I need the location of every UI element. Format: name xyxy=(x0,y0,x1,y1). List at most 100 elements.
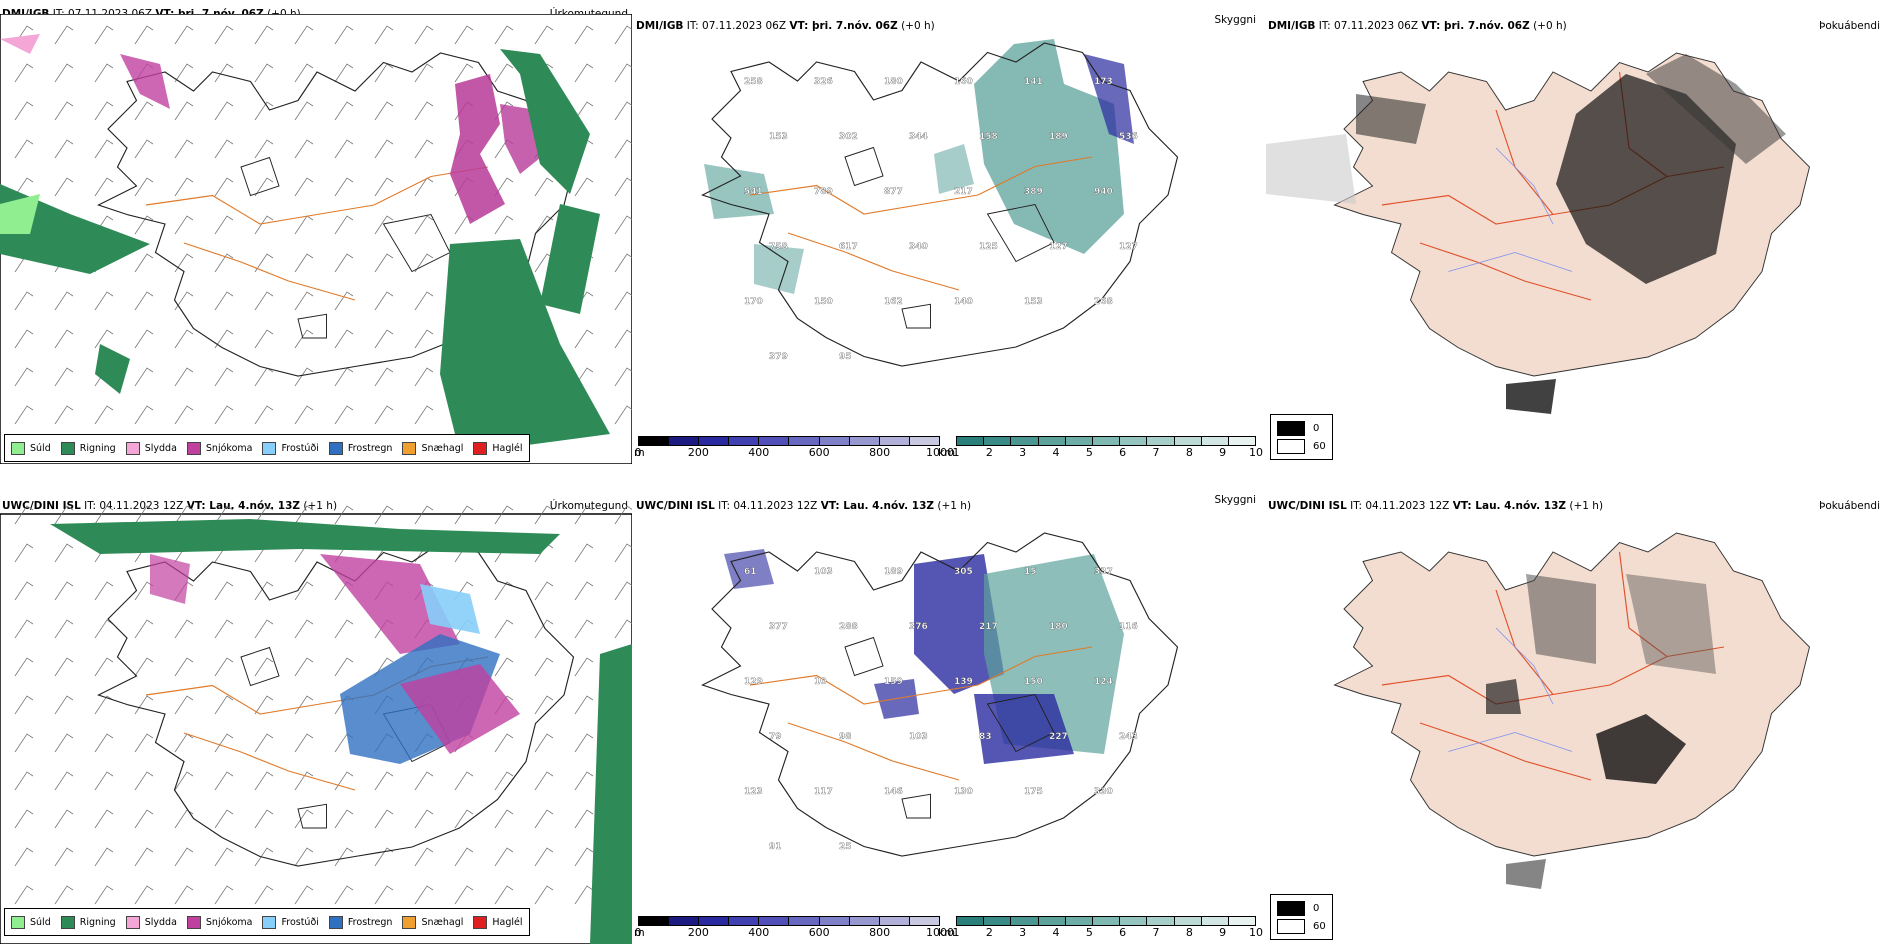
wind-barb xyxy=(534,505,554,525)
legend-swatch xyxy=(186,915,201,929)
colorbar-cell xyxy=(1011,917,1039,925)
legend-item-slydda: Slydda xyxy=(125,441,177,455)
legend-label: Súld xyxy=(30,442,51,454)
colorbar-cell xyxy=(1201,917,1229,925)
wind-barb xyxy=(174,771,194,791)
wind-barb xyxy=(14,63,34,83)
wind-barb xyxy=(54,367,74,387)
colorbar-cell xyxy=(957,437,985,445)
wind-barb xyxy=(454,25,474,45)
fog-header-bottom: UWC/DINI ISL IT: 04.11.2023 12Z VT: Lau.… xyxy=(1268,500,1604,512)
wind-barb xyxy=(294,25,314,45)
colorbar-cell xyxy=(1011,437,1039,445)
cbar-km-unit: km xyxy=(938,926,956,939)
colorbar-cell xyxy=(1147,917,1175,925)
wind-barb xyxy=(334,885,354,905)
colorbar-cell xyxy=(957,917,985,925)
wind-barb xyxy=(534,733,554,753)
wind-barb xyxy=(614,139,632,159)
wind-barb xyxy=(54,25,74,45)
wind-barb xyxy=(214,885,234,905)
cloud-base-label: 123 xyxy=(744,787,763,797)
wind-barb xyxy=(534,771,554,791)
colorbar-tick-label: 1000 xyxy=(926,446,954,459)
wind-barb xyxy=(54,177,74,197)
precip-title-bottom: Úrkomutegund xyxy=(549,500,628,512)
cloud-base-label: 150 xyxy=(1024,677,1043,687)
wind-barb xyxy=(14,733,34,753)
colorbar-tick-label: 800 xyxy=(869,926,891,939)
wind-barb xyxy=(574,25,594,45)
wind-barb xyxy=(174,367,194,387)
wind-barb xyxy=(494,177,514,197)
cbar-m-unit: m xyxy=(634,926,645,939)
colorbar-cell xyxy=(849,917,880,925)
wind-barb xyxy=(334,771,354,791)
wind-barb xyxy=(454,885,474,905)
wind-barb xyxy=(134,809,154,829)
wind-barb xyxy=(374,291,394,311)
wind-barb xyxy=(214,657,234,677)
legend-label: Súld xyxy=(30,916,51,928)
wind-barb xyxy=(134,885,154,905)
cloud-base-label: 536 xyxy=(1119,132,1138,142)
wind-barb xyxy=(494,505,514,525)
wind-barb xyxy=(414,101,434,121)
legend-item-snæhagl: Snæhagl xyxy=(402,915,463,929)
colorbar-cell xyxy=(639,917,670,925)
wind-barb xyxy=(254,253,274,273)
wind-barb xyxy=(134,733,154,753)
wind-barb xyxy=(94,177,114,197)
colorbar-tick-label: 600 xyxy=(808,446,830,459)
wind-barb xyxy=(334,329,354,349)
legend-swatch xyxy=(60,915,75,929)
wind-barb xyxy=(14,177,34,197)
cloud-base-label: 217 xyxy=(954,187,973,197)
wind-barb xyxy=(14,695,34,715)
legend-label: Slydda xyxy=(144,916,177,928)
wind-barb xyxy=(334,253,354,273)
wind-barb xyxy=(454,771,474,791)
wind-barb xyxy=(14,505,34,525)
wind-barb xyxy=(294,619,314,639)
legend-item-slydda: Slydda xyxy=(125,915,177,929)
colorbar-m-bottom: 0 200 400 600 800 1000 xyxy=(635,916,954,940)
wind-barb xyxy=(134,771,154,791)
wind-barb xyxy=(94,139,114,159)
wind-barb xyxy=(534,657,554,677)
legend-item-haglél: Haglél xyxy=(473,915,523,929)
cloud-base-label: 124 xyxy=(1094,677,1113,687)
wind-barb xyxy=(54,771,74,791)
wind-barb xyxy=(94,63,114,83)
colorbar-cell xyxy=(984,917,1012,925)
cloud-header-top: DMI/IGB IT: 07.11.2023 06Z VT: þri. 7.nó… xyxy=(636,20,935,32)
wind-barb xyxy=(334,505,354,525)
wind-barb xyxy=(414,809,434,829)
wind-barb xyxy=(294,367,314,387)
wind-barb xyxy=(294,771,314,791)
cloud-base-label: 117 xyxy=(814,787,833,797)
wind-barb xyxy=(14,405,34,425)
colorbar-cell xyxy=(984,437,1012,445)
colorbar-cell xyxy=(729,437,760,445)
cloud-labels-top: 258 326 180 160 141 173 153 302 344 158 189 536 541 7… xyxy=(744,77,1138,362)
wind-barb xyxy=(134,101,154,121)
wind-barb xyxy=(534,695,554,715)
wind-barb xyxy=(214,215,234,235)
wind-barb xyxy=(414,63,434,83)
legend-swatch xyxy=(186,441,201,455)
wind-barb xyxy=(294,657,314,677)
legend-item-frostúði: Frostúði xyxy=(262,915,319,929)
wind-barb xyxy=(54,657,74,677)
legend-label: Slydda xyxy=(144,442,177,454)
cloud-panel-bottom: UWC/DINI ISL IT: 04.11.2023 12Z VT: Lau.… xyxy=(634,494,1266,944)
cloud-header-bottom: UWC/DINI ISL IT: 04.11.2023 12Z VT: Lau.… xyxy=(636,500,972,512)
wind-barb xyxy=(54,329,74,349)
wind-barb xyxy=(174,809,194,829)
wind-barb xyxy=(214,505,234,525)
fog-legend-label: 0 xyxy=(1313,422,1320,434)
wind-barb xyxy=(454,809,474,829)
wind-barb xyxy=(174,101,194,121)
colorbar-tick-label: 8 xyxy=(1185,926,1193,939)
legend-label: Snjókoma xyxy=(205,916,253,928)
